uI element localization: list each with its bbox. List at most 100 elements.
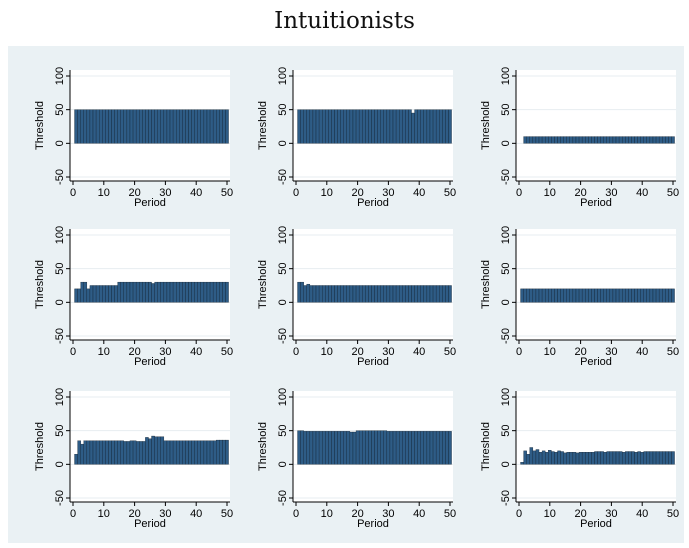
chart-panel-3: -50 0 50 100 0 10 20 30 40 50 Period Threshold — [480, 67, 679, 209]
bar — [300, 430, 304, 465]
bar — [349, 431, 354, 465]
y-axis-label: Threshold — [480, 422, 492, 471]
bar — [346, 109, 351, 144]
bar — [225, 281, 229, 303]
bar — [163, 440, 168, 465]
bar — [578, 452, 583, 465]
y-tick-label: 0 — [500, 140, 512, 146]
y-tick-label: -50 — [54, 169, 66, 185]
bar — [408, 431, 412, 465]
bar — [169, 109, 174, 144]
bar — [312, 109, 317, 144]
bar — [225, 109, 229, 144]
chart-panel-4: -50 0 50 100 0 10 20 30 40 50 Period Threshold — [34, 226, 233, 368]
y-tick-label: 0 — [277, 140, 289, 146]
bar — [625, 288, 629, 303]
bar — [435, 431, 440, 465]
bar — [222, 109, 226, 144]
bar — [194, 109, 198, 144]
bar — [402, 109, 406, 144]
y-axis-label: Threshold — [257, 101, 269, 150]
y-tick-label: 0 — [277, 299, 289, 305]
bar — [83, 281, 88, 303]
bar — [371, 285, 375, 303]
bar — [222, 439, 226, 465]
y-tick-label: 0 — [500, 461, 512, 467]
bar — [182, 440, 186, 465]
bar — [429, 109, 434, 144]
bar — [102, 440, 106, 465]
bar — [432, 285, 437, 303]
bar — [671, 451, 675, 465]
x-tick-label: 20 — [351, 346, 363, 358]
y-tick-label: 100 — [500, 226, 512, 244]
bar — [668, 451, 672, 465]
bar — [442, 285, 446, 303]
bar — [99, 440, 103, 465]
x-tick-label: 30 — [605, 346, 617, 358]
bar — [206, 109, 211, 144]
bar — [154, 109, 158, 144]
bar — [572, 136, 577, 144]
bar — [334, 109, 338, 144]
y-tick-label: -50 — [500, 328, 512, 344]
bar — [188, 281, 192, 303]
plot-area — [516, 229, 676, 340]
y-tick-label: 50 — [500, 425, 512, 437]
bar — [529, 136, 534, 144]
bar — [386, 285, 391, 303]
bar — [572, 452, 577, 465]
bar — [318, 109, 323, 144]
bar — [300, 281, 304, 303]
bar — [77, 288, 81, 303]
bar — [117, 281, 121, 303]
bar — [389, 109, 394, 144]
bar — [652, 288, 657, 303]
y-tick-label: 100 — [54, 388, 66, 406]
chart-panel-6: -50 0 50 100 0 10 20 30 40 50 Period Threshold — [480, 226, 679, 368]
bar — [368, 285, 372, 303]
bar — [74, 288, 78, 303]
bar — [325, 431, 329, 465]
bar — [432, 109, 437, 144]
bar — [80, 109, 84, 144]
bar — [142, 109, 146, 144]
bar — [557, 450, 561, 465]
x-tick-label: 40 — [413, 187, 425, 199]
bar — [306, 109, 311, 144]
y-tick-label: -50 — [277, 169, 289, 185]
bar — [386, 431, 391, 465]
y-tick-label: 100 — [54, 67, 66, 85]
bar — [581, 136, 586, 144]
x-tick-label: 50 — [444, 508, 456, 520]
bar — [655, 451, 660, 465]
bar — [117, 109, 121, 144]
bar — [594, 451, 598, 465]
bar — [634, 452, 638, 465]
bar — [77, 109, 81, 144]
bar — [219, 281, 223, 303]
bar — [203, 281, 208, 303]
x-tick-label: 30 — [382, 346, 394, 358]
bar — [618, 451, 623, 465]
bar — [423, 109, 428, 144]
bar — [622, 288, 626, 303]
y-tick-label: 50 — [277, 425, 289, 437]
bar — [386, 109, 391, 144]
bar — [646, 136, 651, 144]
y-tick-label: 0 — [54, 140, 66, 146]
bar — [318, 285, 323, 303]
bar — [154, 281, 158, 303]
x-axis-label: Period — [134, 356, 166, 368]
bar — [182, 281, 186, 303]
x-tick-label: 20 — [574, 187, 586, 199]
bar — [83, 440, 88, 465]
bar — [349, 285, 354, 303]
y-tick-label: 50 — [500, 263, 512, 275]
x-tick-label: 0 — [70, 346, 76, 358]
bar — [209, 440, 214, 465]
bar — [575, 136, 580, 144]
bar — [622, 136, 626, 144]
x-tick-label: 50 — [221, 187, 233, 199]
